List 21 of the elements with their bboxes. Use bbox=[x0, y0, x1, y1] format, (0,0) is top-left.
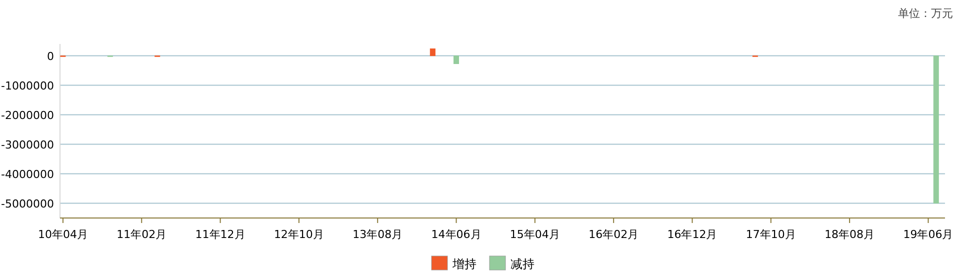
legend-label: 增持 bbox=[452, 257, 476, 271]
y-tick-label: -4000000 bbox=[1, 168, 54, 181]
y-tick-label: -3000000 bbox=[1, 138, 54, 152]
x-tick-label: 11年02月 bbox=[116, 228, 167, 241]
x-tick-label: 10年04月 bbox=[38, 228, 88, 241]
x-tick-label: 18年08月 bbox=[824, 228, 875, 241]
x-tick-label: 14年06月 bbox=[431, 228, 482, 241]
x-tick-label: 12年10月 bbox=[274, 228, 324, 241]
y-tick-label: -1000000 bbox=[1, 79, 54, 92]
x-tick-label: 16年02月 bbox=[588, 228, 639, 241]
x-tick-label: 16年12月 bbox=[667, 228, 718, 241]
x-tick-label: 13年08月 bbox=[352, 228, 403, 241]
x-tick-label: 15年04月 bbox=[510, 228, 560, 241]
x-tick-label: 19年06月 bbox=[903, 228, 954, 241]
x-tick-label: 17年10月 bbox=[746, 228, 796, 241]
text: 单位：万元 bbox=[898, 7, 953, 20]
x-tick-label: 11年12月 bbox=[195, 228, 246, 241]
y-tick-label: 0 bbox=[47, 50, 54, 63]
y-tick-label: -2000000 bbox=[1, 108, 54, 122]
legend-label: 减持 bbox=[510, 257, 534, 271]
y-tick-label: -5000000 bbox=[1, 197, 54, 210]
